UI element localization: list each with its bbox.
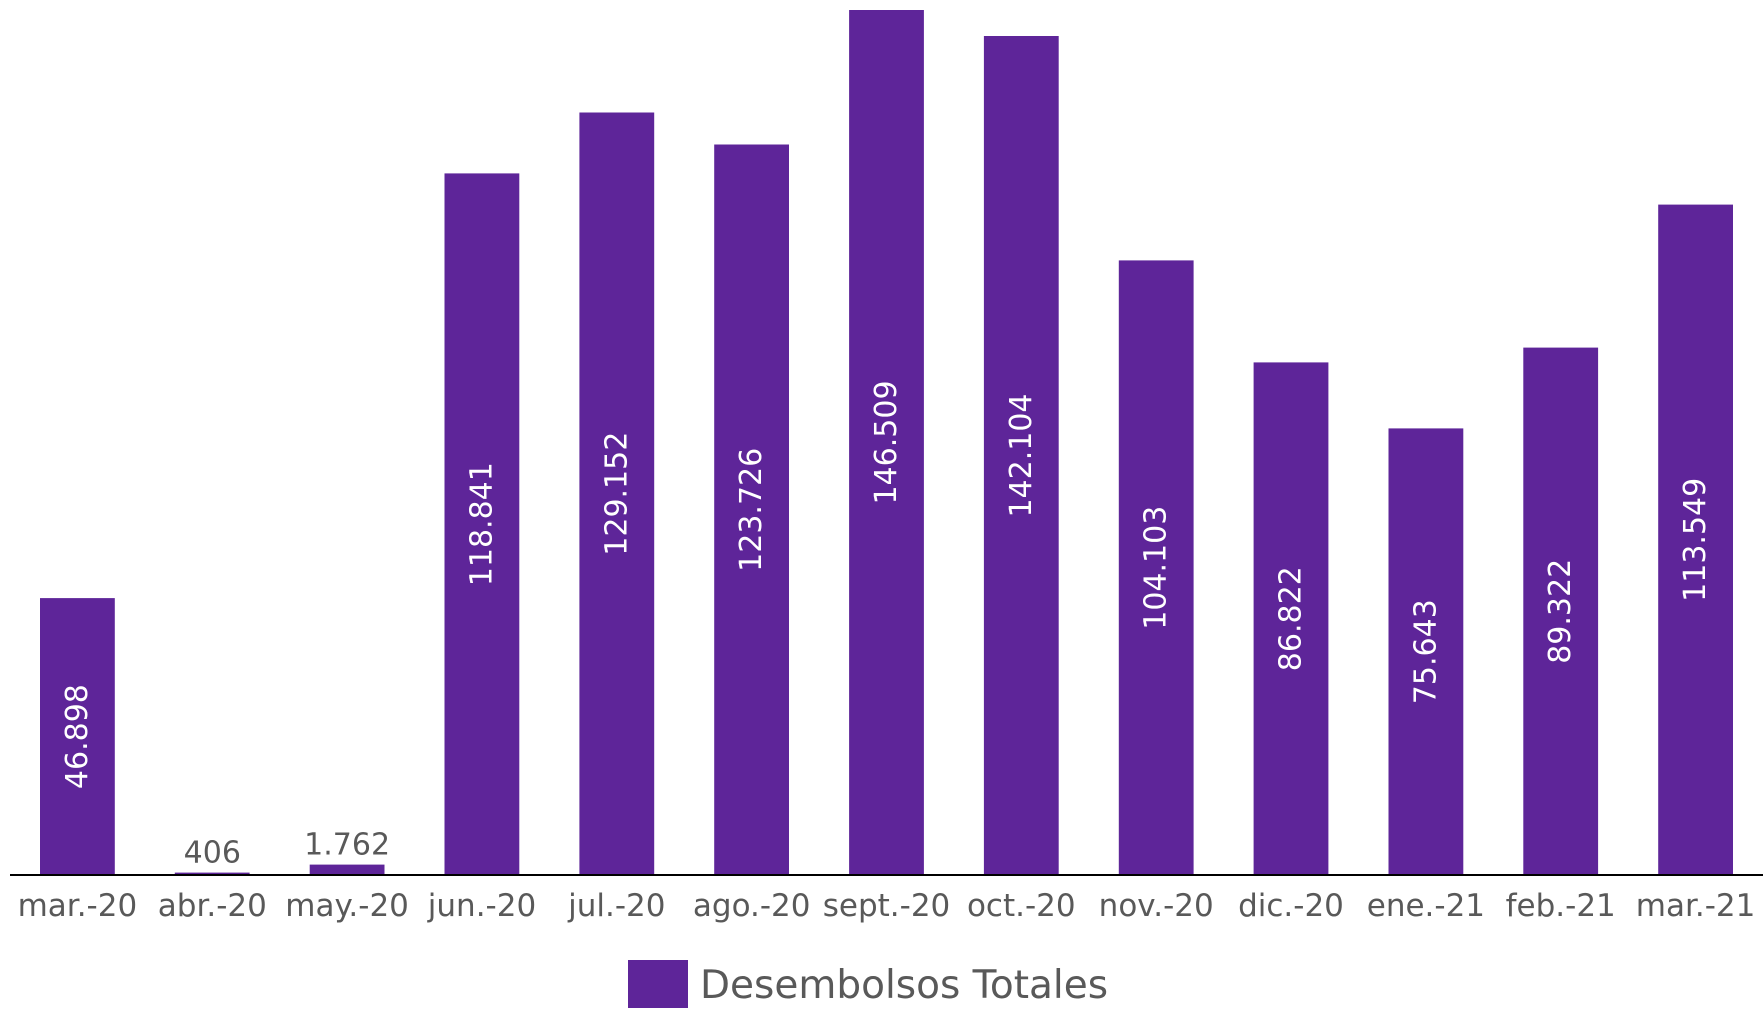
bar-may.-20 [309,864,385,875]
data-label-dic.-20: 86.822 [1274,566,1309,671]
data-label-jul.-20: 129.152 [599,432,634,556]
x-tick-label-dic.-20: dic.-20 [1238,888,1344,924]
bar-abr.-20 [174,872,250,875]
bar-nov.-20 [1118,260,1194,875]
bar-ene.-21 [1388,428,1464,875]
data-labels-group: 46.898 406 1.762 118.841 129.152 123.726 146.5… [60,380,1713,870]
bar-mar.-21 [1658,204,1733,876]
bar-oct.-20 [983,36,1059,875]
x-tick-label-jul.-20: jul.-20 [567,888,665,924]
x-tick-label-feb.-21: feb.-21 [1506,888,1616,924]
x-tick-labels-group: mar.-20 abr.-20 may.-20 jun.-20 jul.-20 ago.-… [18,888,1756,924]
bar-feb.-21 [1523,347,1599,876]
x-tick-label-abr.-20: abr.-20 [158,888,267,924]
data-label-mar.-20: 46.898 [60,684,95,789]
data-label-oct.-20: 142.104 [1004,393,1039,517]
x-tick-label-may.-20: may.-20 [285,888,409,924]
data-label-ene.-21: 75.643 [1408,599,1443,704]
bar-jul.-20 [579,112,655,875]
data-label-abr.-20: 406 [184,836,241,871]
legend: Desembolsos Totales [628,960,1108,1008]
data-label-jun.-20: 118.841 [465,462,500,586]
data-label-ago.-20: 123.726 [734,448,769,572]
bar-sept.-20 [849,10,924,875]
data-label-may.-20: 1.762 [304,828,390,863]
x-tick-label-ago.-20: ago.-20 [693,888,811,924]
x-tick-label-mar.-20: mar.-20 [18,888,138,924]
x-tick-label-mar.-21: mar.-21 [1636,888,1756,924]
legend-label: Desembolsos Totales [700,963,1108,1008]
bar-mar.-20 [40,598,115,875]
x-tick-label-sept.-20: sept.-20 [823,888,951,924]
x-tick-label-oct.-20: oct.-20 [967,888,1076,924]
bar-ago.-20 [714,144,789,875]
data-label-mar.-21: 113.549 [1678,478,1713,602]
bar-jun.-20 [444,173,520,875]
bars-group [40,10,1733,876]
x-tick-label-nov.-20: nov.-20 [1099,888,1214,924]
x-tick-label-ene.-21: ene.-21 [1367,888,1485,924]
bar-dic.-20 [1253,362,1329,875]
data-label-nov.-20: 104.103 [1139,506,1174,630]
legend-swatch [628,960,688,1008]
data-label-feb.-21: 89.322 [1543,559,1578,664]
data-label-sept.-20: 146.509 [869,380,904,504]
x-tick-label-jun.-20: jun.-20 [427,888,536,924]
